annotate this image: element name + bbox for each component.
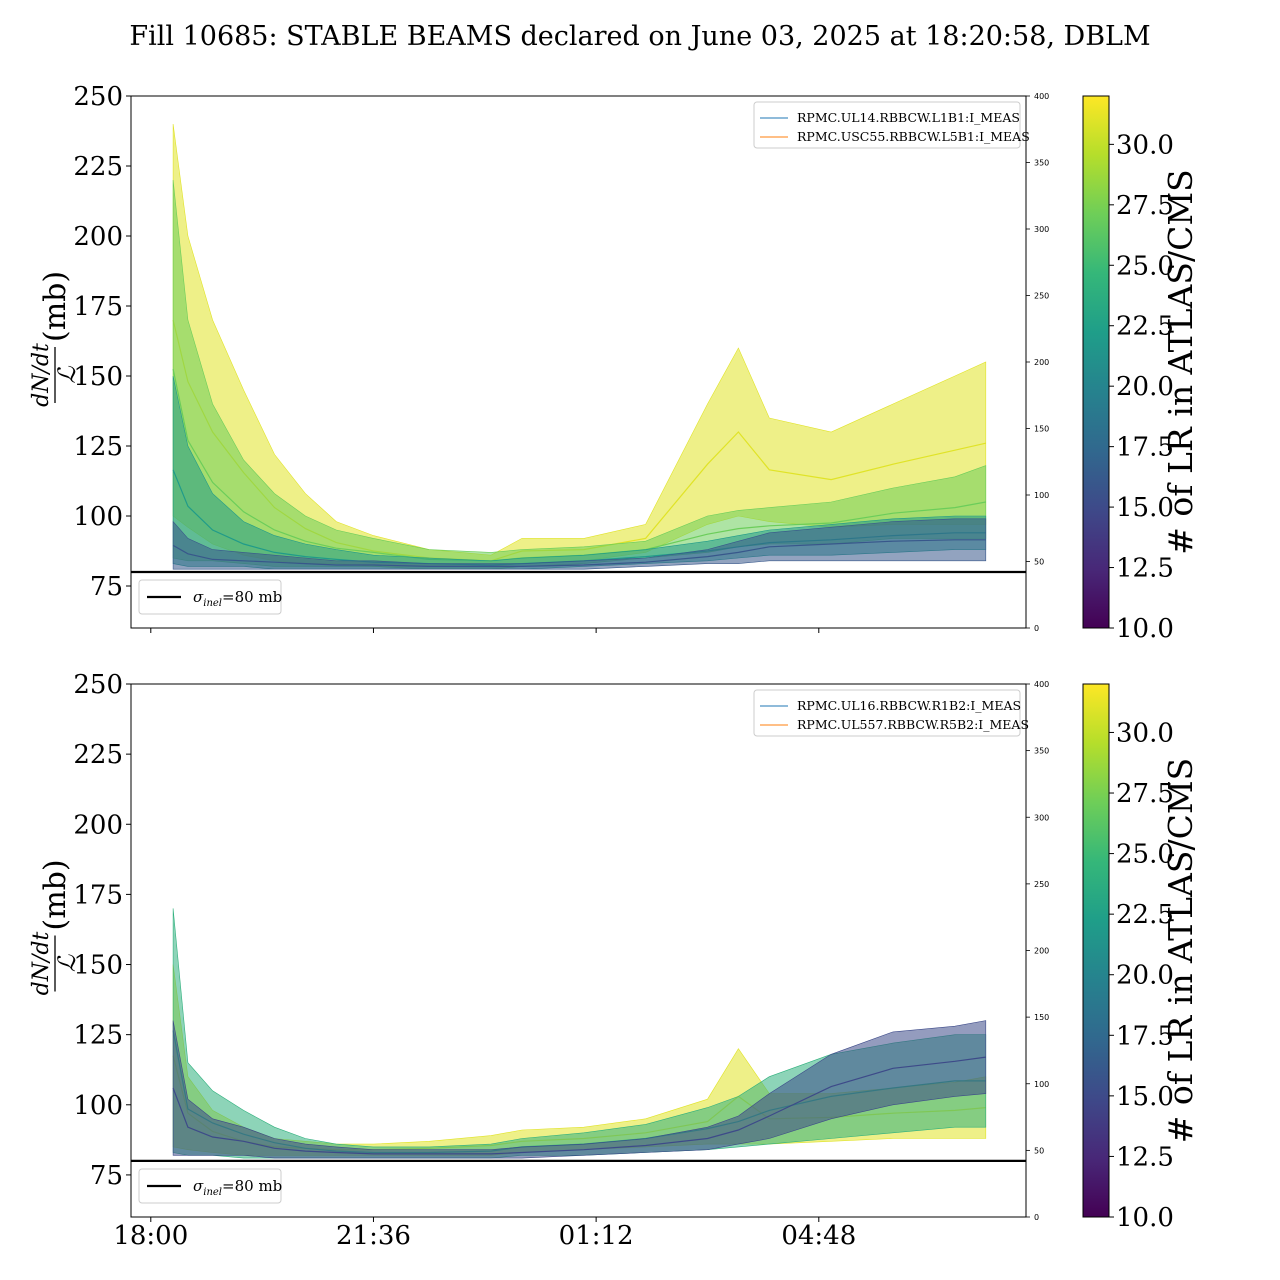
series-legend: [753, 101, 1021, 149]
sigma-subscript: inel: [203, 598, 222, 609]
x-tick-label: 01:12: [559, 1221, 634, 1251]
y2-tick-label: 300: [1034, 225, 1049, 234]
colorbar-tick-label: 12.5: [1116, 554, 1174, 584]
colorbar-tick-label: 27.5: [1116, 191, 1174, 221]
colorbar-tick-label: 12.5: [1116, 1142, 1174, 1172]
sigma-value: =80 mb: [222, 588, 282, 606]
y-tick-label: 100: [73, 1091, 123, 1121]
y2-tick-label: 350: [1034, 747, 1049, 756]
colorbar-tick-label: 25.0: [1116, 840, 1174, 870]
x-tick-label: 18:00: [113, 1221, 188, 1251]
sigma-subscript: inel: [203, 1187, 222, 1198]
y2-tick-label: 0: [1034, 624, 1039, 633]
plot-area: [172, 908, 987, 1159]
colorbar-gradient: [1082, 95, 1110, 629]
y2-tick-label: 50: [1034, 558, 1044, 567]
colorbar-tick-label: 10.0: [1116, 1203, 1174, 1233]
colorbar-tick-label: 30.0: [1116, 130, 1174, 160]
colorbar-tick-label: 30.0: [1116, 718, 1174, 748]
sigma-symbol: σ: [193, 1177, 204, 1195]
y2-tick-label: 200: [1034, 358, 1049, 367]
y-label-denominator: ℒ: [53, 366, 81, 384]
y-tick-label: 150: [73, 362, 123, 392]
y-tick-label: 125: [73, 432, 123, 462]
colorbar-bottom: 10.0 12.5 15.0 17.5 20.0 22.5 25.0 27.5 30.0 # of…: [1082, 683, 1200, 1233]
y-tick-label: 100: [73, 502, 123, 532]
legend-entry: RPMC.UL557.RBBCW.R5B2:I_MEAS: [797, 717, 1029, 732]
colorbar-gradient: [1082, 683, 1110, 1218]
plot-area: [172, 123, 987, 570]
data-band-lr-24: [172, 908, 987, 1159]
y-label-unit: (mb): [38, 271, 73, 342]
legend-entry: RPMC.UL16.RBBCW.R1B2:I_MEAS: [797, 698, 1021, 713]
y-tick-label: 200: [73, 810, 123, 840]
data-series-lr-16: [172, 539, 986, 567]
y-label-denominator: ℒ: [53, 954, 81, 972]
colorbar-tick-label: 22.5: [1116, 312, 1174, 342]
y-tick-label: 250: [73, 82, 123, 112]
y2-tick-label: 200: [1034, 947, 1049, 956]
y-tick-label: 175: [73, 880, 123, 910]
y-tick-label: 175: [73, 292, 123, 322]
y2-tick-label: 250: [1034, 880, 1049, 889]
sigma-legend: [138, 579, 282, 615]
y-tick-label: 225: [73, 740, 123, 770]
y2-tick-label: 0: [1034, 1213, 1039, 1222]
sigma-legend: [138, 1168, 282, 1204]
y2-tick-label: 50: [1034, 1146, 1044, 1155]
y-tick-label: 150: [73, 951, 123, 981]
colorbar-tick-label: 25.0: [1116, 251, 1174, 281]
x-tick-label: 04:48: [781, 1221, 856, 1251]
y-tick-label: 250: [73, 670, 123, 700]
colorbar-tick-label: 10.0: [1116, 614, 1174, 644]
panel-top: 75 100 125 150 175 200 225 250 0 50 100 150 200 250 30…: [29, 82, 1049, 633]
colorbar-tick-label: 20.0: [1116, 961, 1174, 991]
colorbar-tick-label: 27.5: [1116, 779, 1174, 809]
colorbar-tick-label: 17.5: [1116, 1021, 1174, 1051]
colorbar-label: # of LR in ATLAS/CMS: [1161, 169, 1200, 554]
sigma-legend-label: σinel=80 mb: [193, 588, 282, 609]
y2-tick-label: 400: [1034, 680, 1049, 689]
y2-tick-label: 400: [1034, 92, 1049, 101]
y-tick-label: 75: [90, 572, 123, 602]
y2-tick-label: 100: [1034, 491, 1049, 500]
series-legend: [753, 689, 1021, 737]
y-axis-label: dN/dt ℒ (mb): [29, 271, 81, 407]
legend-entry: RPMC.USC55.RBBCW.L5B1:I_MEAS: [797, 129, 1030, 144]
colorbar-tick-label: 20.0: [1116, 372, 1174, 402]
colorbar-label: # of LR in ATLAS/CMS: [1161, 758, 1200, 1143]
y2-tick-label: 250: [1034, 292, 1049, 301]
colorbar-tick-label: 17.5: [1116, 433, 1174, 463]
data-band-lr-27: [172, 179, 987, 570]
y-axis-label: dN/dt ℒ (mb): [29, 859, 81, 995]
data-band-lr-16: [172, 518, 987, 570]
y-label-numerator: dN/dt: [29, 932, 54, 996]
y2-tick-label: 150: [1034, 425, 1049, 434]
panel-bottom: 75 100 125 150 175 200 225 250 0 50 100 150 200 250 30…: [29, 670, 1049, 1251]
y-tick-label: 225: [73, 152, 123, 182]
data-series-lr-15: [172, 1056, 986, 1155]
legend-entry: RPMC.UL14.RBBCW.L1B1:I_MEAS: [797, 110, 1020, 125]
data-band-lr-15: [172, 1020, 987, 1159]
colorbar-tick-label: 22.5: [1116, 900, 1174, 930]
y-tick-label: 125: [73, 1021, 123, 1051]
y2-tick-label: 150: [1034, 1013, 1049, 1022]
y-tick-label: 75: [90, 1161, 123, 1191]
y2-tick-label: 300: [1034, 813, 1049, 822]
colorbar-top: 10.0 12.5 15.0 17.5 20.0 22.5 25.0 27.5 30.0 # of…: [1082, 95, 1200, 644]
y-tick-label: 200: [73, 222, 123, 252]
figure-title: Fill 10685: STABLE BEAMS declared on Jun…: [129, 21, 1150, 52]
colorbar-tick-label: 15.0: [1116, 493, 1174, 523]
sigma-legend-label: σinel=80 mb: [193, 1177, 282, 1198]
colorbar-tick-label: 15.0: [1116, 1082, 1174, 1112]
y2-tick-label: 100: [1034, 1080, 1049, 1089]
y2-tick-label: 350: [1034, 159, 1049, 168]
y-label-unit: (mb): [38, 859, 73, 930]
sigma-symbol: σ: [193, 588, 204, 606]
y-label-numerator: dN/dt: [29, 343, 54, 407]
sigma-value: =80 mb: [222, 1177, 282, 1195]
x-tick-label: 21:36: [336, 1221, 411, 1251]
